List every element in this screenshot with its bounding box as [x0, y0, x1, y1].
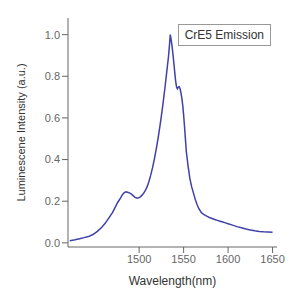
svg-text:Wavelength(nm): Wavelength(nm)	[129, 274, 217, 288]
svg-text:Luminescene Intensity (a.u.): Luminescene Intensity (a.u.)	[15, 63, 27, 201]
svg-text:0.8: 0.8	[45, 70, 60, 82]
svg-text:0.4: 0.4	[45, 153, 60, 165]
svg-text:0.6: 0.6	[45, 112, 60, 124]
svg-text:1600: 1600	[216, 253, 240, 265]
svg-text:1550: 1550	[171, 253, 195, 265]
svg-text:0.2: 0.2	[45, 195, 60, 207]
svg-text:1500: 1500	[127, 253, 151, 265]
svg-text:1.0: 1.0	[45, 29, 60, 41]
svg-text:1650: 1650	[260, 253, 284, 265]
html-text:CrE5 Emission: CrE5 Emission	[184, 28, 264, 42]
svg-text:0.0: 0.0	[45, 237, 60, 249]
